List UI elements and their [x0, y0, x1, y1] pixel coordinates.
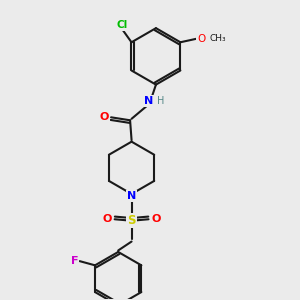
- Text: O: O: [197, 34, 206, 44]
- Text: O: O: [102, 214, 112, 224]
- Text: CH₃: CH₃: [209, 34, 226, 43]
- Text: S: S: [127, 214, 136, 227]
- Text: Cl: Cl: [116, 20, 128, 30]
- Text: N: N: [145, 96, 154, 106]
- Text: O: O: [152, 214, 161, 224]
- Text: O: O: [100, 112, 109, 122]
- Text: F: F: [70, 256, 78, 266]
- Text: N: N: [127, 191, 136, 201]
- Text: H: H: [157, 96, 165, 106]
